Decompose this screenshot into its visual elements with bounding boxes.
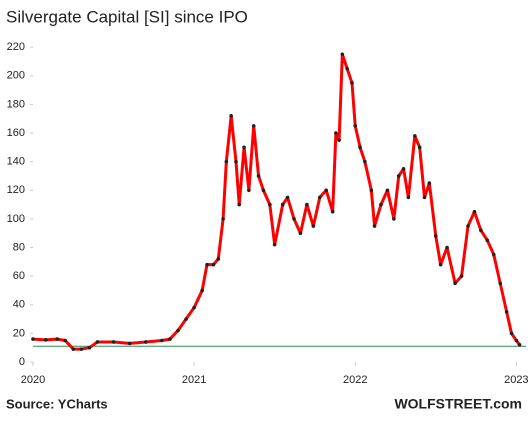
price-point [229,114,233,118]
price-point [479,228,483,233]
price-point [417,145,422,150]
price-point [242,145,246,150]
price-point [160,338,164,343]
y-tick-label: 20 [13,327,25,339]
price-point [71,347,76,351]
price-point [379,202,383,207]
price-point [31,337,35,341]
y-tick-label: 220 [7,41,25,53]
x-tick-label: 2020 [21,374,45,386]
price-point [350,81,354,85]
price-point [445,245,449,250]
price-point [87,345,92,350]
price-point [324,188,329,193]
price-point [95,340,100,344]
y-tick-label: 200 [7,70,25,82]
price-point [330,209,335,214]
price-point [221,217,225,221]
price-point [272,242,277,247]
price-point [205,262,209,267]
price-point [268,202,272,207]
price-point [111,340,116,344]
price-point [184,317,188,321]
price-point [413,134,417,138]
y-tick-label: 40 [13,299,25,311]
price-point [337,138,341,142]
price-point [504,310,509,314]
price-line [32,52,521,351]
price-point [372,224,377,228]
price-point [514,338,519,343]
price-point [143,340,148,344]
price-point [280,202,285,207]
price-point [305,202,309,207]
price-point [292,217,296,221]
price-point [63,338,68,343]
price-point [459,274,464,278]
price-point [251,124,256,128]
price-point [127,341,132,346]
price-point [168,337,172,341]
price-point [44,338,48,342]
y-tick-label: 160 [7,127,25,139]
source: Source: YCharts [6,396,108,411]
y-tick-label: 80 [13,241,25,253]
x-tick-label: 2022 [343,374,367,386]
price-point [261,188,266,193]
price-point [234,159,238,164]
price-point [433,234,438,238]
price-point [509,331,514,336]
y-tick-label: 0 [19,356,25,368]
price-point [453,281,457,286]
price-point [517,343,522,347]
price-point [438,262,443,267]
y-tick-label: 140 [7,156,25,168]
price-point [247,188,251,193]
price-point [363,159,367,164]
price-point [311,224,316,228]
price-point [491,252,496,257]
price-point [353,124,358,128]
price-point [422,195,427,200]
price-point [358,145,362,150]
y-tick-label: 120 [7,184,25,196]
price-point [466,224,470,228]
price-point [385,188,390,193]
price-point [216,257,221,261]
price-point [396,174,401,178]
y-tick-label: 100 [7,213,25,225]
price-point [345,66,349,71]
price-point [211,262,216,267]
price-point [224,159,229,164]
price-point [340,52,345,57]
price-point [472,209,477,214]
price-point [485,238,490,243]
price-point [369,188,374,193]
price-point [401,167,406,171]
x-tick-label: 2023 [504,374,528,386]
watermark: WOLFSTREET.com [394,396,522,412]
price-point [55,337,59,341]
price-point [79,347,84,351]
price-point [285,195,290,200]
price-point [317,195,322,200]
x-tick-label: 2021 [182,374,206,386]
price-point [392,217,396,221]
price-point [498,281,503,286]
price-point [334,131,338,135]
y-tick-label: 180 [7,98,25,110]
chart-title: Silvergate Capital [SI] since IPO [6,7,248,26]
price-point [298,231,303,235]
price-point [192,305,196,310]
price-point [176,328,180,333]
price-point [256,174,261,178]
price-point [237,202,242,207]
price-point [200,288,204,293]
price-point [406,195,411,200]
y-tick-label: 60 [13,270,25,282]
price-point [427,181,432,185]
